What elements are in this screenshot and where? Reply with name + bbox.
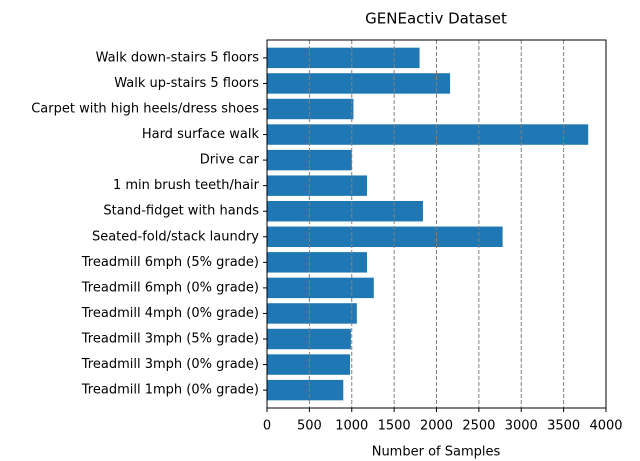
y-tick-label: Walk down-stairs 5 floors <box>96 50 260 65</box>
y-tick-label: Drive car <box>200 153 260 168</box>
bar <box>267 226 503 247</box>
y-tick-label: 1 min brush teeth/hair <box>113 178 260 193</box>
bar <box>267 98 354 120</box>
y-tick-label: Treadmill 6mph (5% grade) <box>81 255 259 270</box>
bar <box>267 354 351 375</box>
x-tick-label: 1000 <box>335 419 368 434</box>
bar <box>267 303 357 324</box>
x-tick-label: 1500 <box>378 419 411 434</box>
x-tick-label: 3000 <box>505 419 538 434</box>
bar <box>267 277 374 299</box>
x-tick-label: 0 <box>263 419 271 434</box>
y-tick-label: Treadmill 1mph (0% grade) <box>81 383 259 398</box>
x-tick-label: 3500 <box>547 419 580 434</box>
y-tick-label: Treadmill 4mph (0% grade) <box>81 306 259 321</box>
y-tick-label: Seated-fold/stack laundry <box>92 229 259 244</box>
y-tick-label: Carpet with high heels/dress shoes <box>31 102 259 117</box>
bar <box>267 73 451 94</box>
y-tick-label: Treadmill 3mph (5% grade) <box>81 332 259 347</box>
plot-frame <box>266 39 607 409</box>
bar <box>267 201 423 222</box>
bar <box>267 252 368 273</box>
y-tick-label: Hard surface walk <box>142 127 260 142</box>
x-tick-label: 4000 <box>589 419 622 434</box>
bar <box>267 124 589 145</box>
y-tick-label: Treadmill 6mph (0% grade) <box>81 280 259 295</box>
x-tick-label: 2500 <box>462 419 495 434</box>
y-tick-label: Treadmill 3mph (0% grade) <box>81 357 259 372</box>
bar <box>267 328 351 350</box>
y-tick-label: Walk up-stairs 5 floors <box>114 76 259 91</box>
x-tick-label: 500 <box>297 419 322 434</box>
chart-title: GENEactiv Dataset <box>365 10 507 28</box>
y-tick-label: Stand-fidget with hands <box>103 204 259 219</box>
bar <box>267 175 368 196</box>
x-tick-label: 2000 <box>420 419 453 434</box>
bar <box>267 379 344 401</box>
bar <box>267 47 420 69</box>
x-axis-label: Number of Samples <box>372 445 501 460</box>
